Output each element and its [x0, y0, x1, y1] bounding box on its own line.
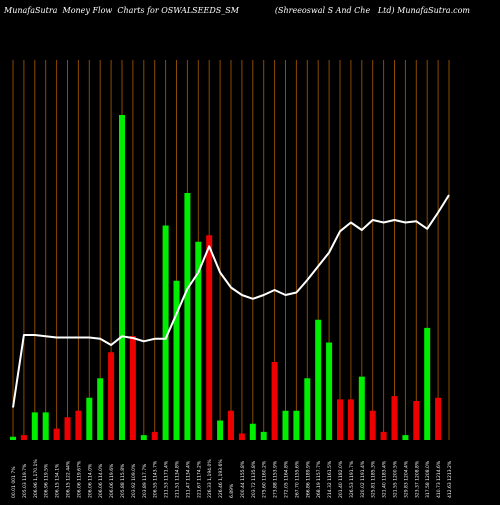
x-tick-label: 206.96 1,170.1% [33, 459, 39, 498]
x-tick-label: 325.81 1185.3% [371, 460, 377, 498]
volume-bar [86, 397, 93, 440]
volume-bar [129, 336, 136, 440]
volume-bar [293, 410, 300, 440]
volume-bar [282, 410, 289, 440]
x-tick-label: 410.73 1214.6% [436, 460, 442, 498]
volume-bar [42, 412, 49, 440]
x-tick-label: 00.01 001 7% [11, 466, 17, 498]
volume-bar [260, 431, 267, 440]
volume-bar [20, 435, 27, 440]
volume-bar [217, 420, 224, 440]
x-tick-label: 326.53 1191.7% [349, 460, 355, 498]
x-tick-label: 206.15 134.1% [55, 463, 61, 498]
volume-bar [424, 327, 431, 440]
x-tick-label: 226.33 1,194.0% [207, 459, 213, 498]
x-tick-label: 226.46 1,193.6% [218, 459, 224, 498]
volume-bar [249, 423, 256, 440]
x-tick-label: 317.58 1208.0% [425, 460, 431, 498]
volume-bar [195, 241, 202, 440]
volume-bar [326, 342, 333, 440]
x-tick-label: 320.02 1191.4% [360, 460, 366, 498]
x-tick-label: 206.15 122.44% [66, 460, 72, 498]
volume-bar [10, 436, 16, 440]
chart-header-right: (Shreeoswal S And Che Ltd) MunafaSutra.c… [274, 6, 470, 15]
volume-bar [369, 410, 376, 440]
volume-bar [173, 280, 180, 440]
x-tick-label: 268.19 1157.7% [316, 460, 322, 498]
volume-bar [31, 412, 38, 440]
volume-bar [119, 115, 125, 440]
x-tick-label: 273.88 1153.9% [273, 460, 279, 498]
x-tick-label: 412.63 1213.2% [447, 460, 453, 498]
volume-bar [271, 362, 278, 440]
volume-bar [184, 193, 191, 440]
x-tick-label: 211.51 1134.8% [175, 460, 181, 498]
x-tick-label: 201.40 1182.0% [338, 460, 344, 498]
volume-bar [304, 378, 311, 440]
volume-bar [315, 319, 322, 440]
x-tick-label: 206.06 119.6% [109, 463, 115, 498]
x-tick-label: 211.47 1134.4% [185, 460, 191, 498]
x-tick-label: 200.44 1155.8% [240, 460, 246, 498]
x-tick-label: 203.89 117.7% [142, 463, 148, 498]
x-tick-label: 203.72 1135.8% [251, 460, 257, 498]
volume-bar [238, 433, 245, 440]
x-tick-label: 205.03 119.7% [22, 463, 28, 498]
volume-bar [97, 378, 104, 440]
volume-bar [402, 435, 409, 440]
volume-bar [151, 431, 158, 440]
x-tick-label: 6.89% [229, 483, 235, 498]
x-tick-label: 329.83 1204.4% [403, 460, 409, 498]
x-tick-label: 266.86 1189.9% [305, 460, 311, 498]
x-tick-label: 206.06 114.0% [98, 463, 104, 498]
x-tick-label: 206.96 119.5% [44, 463, 50, 498]
volume-bar [435, 397, 442, 440]
x-tick-label: 205.88 115.8% [120, 463, 126, 498]
x-tick-label: 275.60 1160.2% [262, 460, 268, 498]
x-tick-label: 203.92 109.0% [131, 463, 137, 498]
volume-bar [162, 225, 169, 440]
x-tick-label: 206.06 114.0% [87, 463, 93, 498]
volume-bar [347, 399, 354, 440]
volume-bar [358, 376, 365, 440]
x-tick-label: 321.55 1200.5% [393, 460, 399, 498]
volume-bar [337, 399, 343, 440]
x-tick-label: 323.37 1208.8% [414, 460, 420, 498]
volume-bar [75, 410, 82, 440]
volume-bar [228, 410, 234, 440]
x-tick-label: 321.40 1183.4% [382, 460, 388, 498]
x-tick-label: 214.32 1161.5% [327, 460, 333, 498]
x-tick-label: 221.67 1174.2% [196, 460, 202, 498]
volume-bar [391, 396, 398, 440]
volume-bar [413, 401, 420, 440]
price-line [12, 194, 450, 408]
x-tick-label: 206.55 1143.7% [153, 460, 159, 498]
x-tick-label: 211.53 1171.4% [164, 460, 170, 498]
chart-header-left: MunafaSutra Money Flow Charts for OSWALS… [4, 6, 239, 15]
volume-bar [64, 417, 71, 440]
volume-bar [140, 435, 147, 440]
volume-bar [108, 352, 115, 440]
volume-bar [206, 235, 213, 440]
volume-bar [380, 431, 387, 440]
x-tick-label: 267.70 1155.6% [294, 460, 300, 498]
volume-bar [53, 428, 60, 440]
x-tick-label: 206.06 119.67% [76, 460, 82, 498]
x-tick-label: 272.05 1164.8% [284, 460, 290, 498]
